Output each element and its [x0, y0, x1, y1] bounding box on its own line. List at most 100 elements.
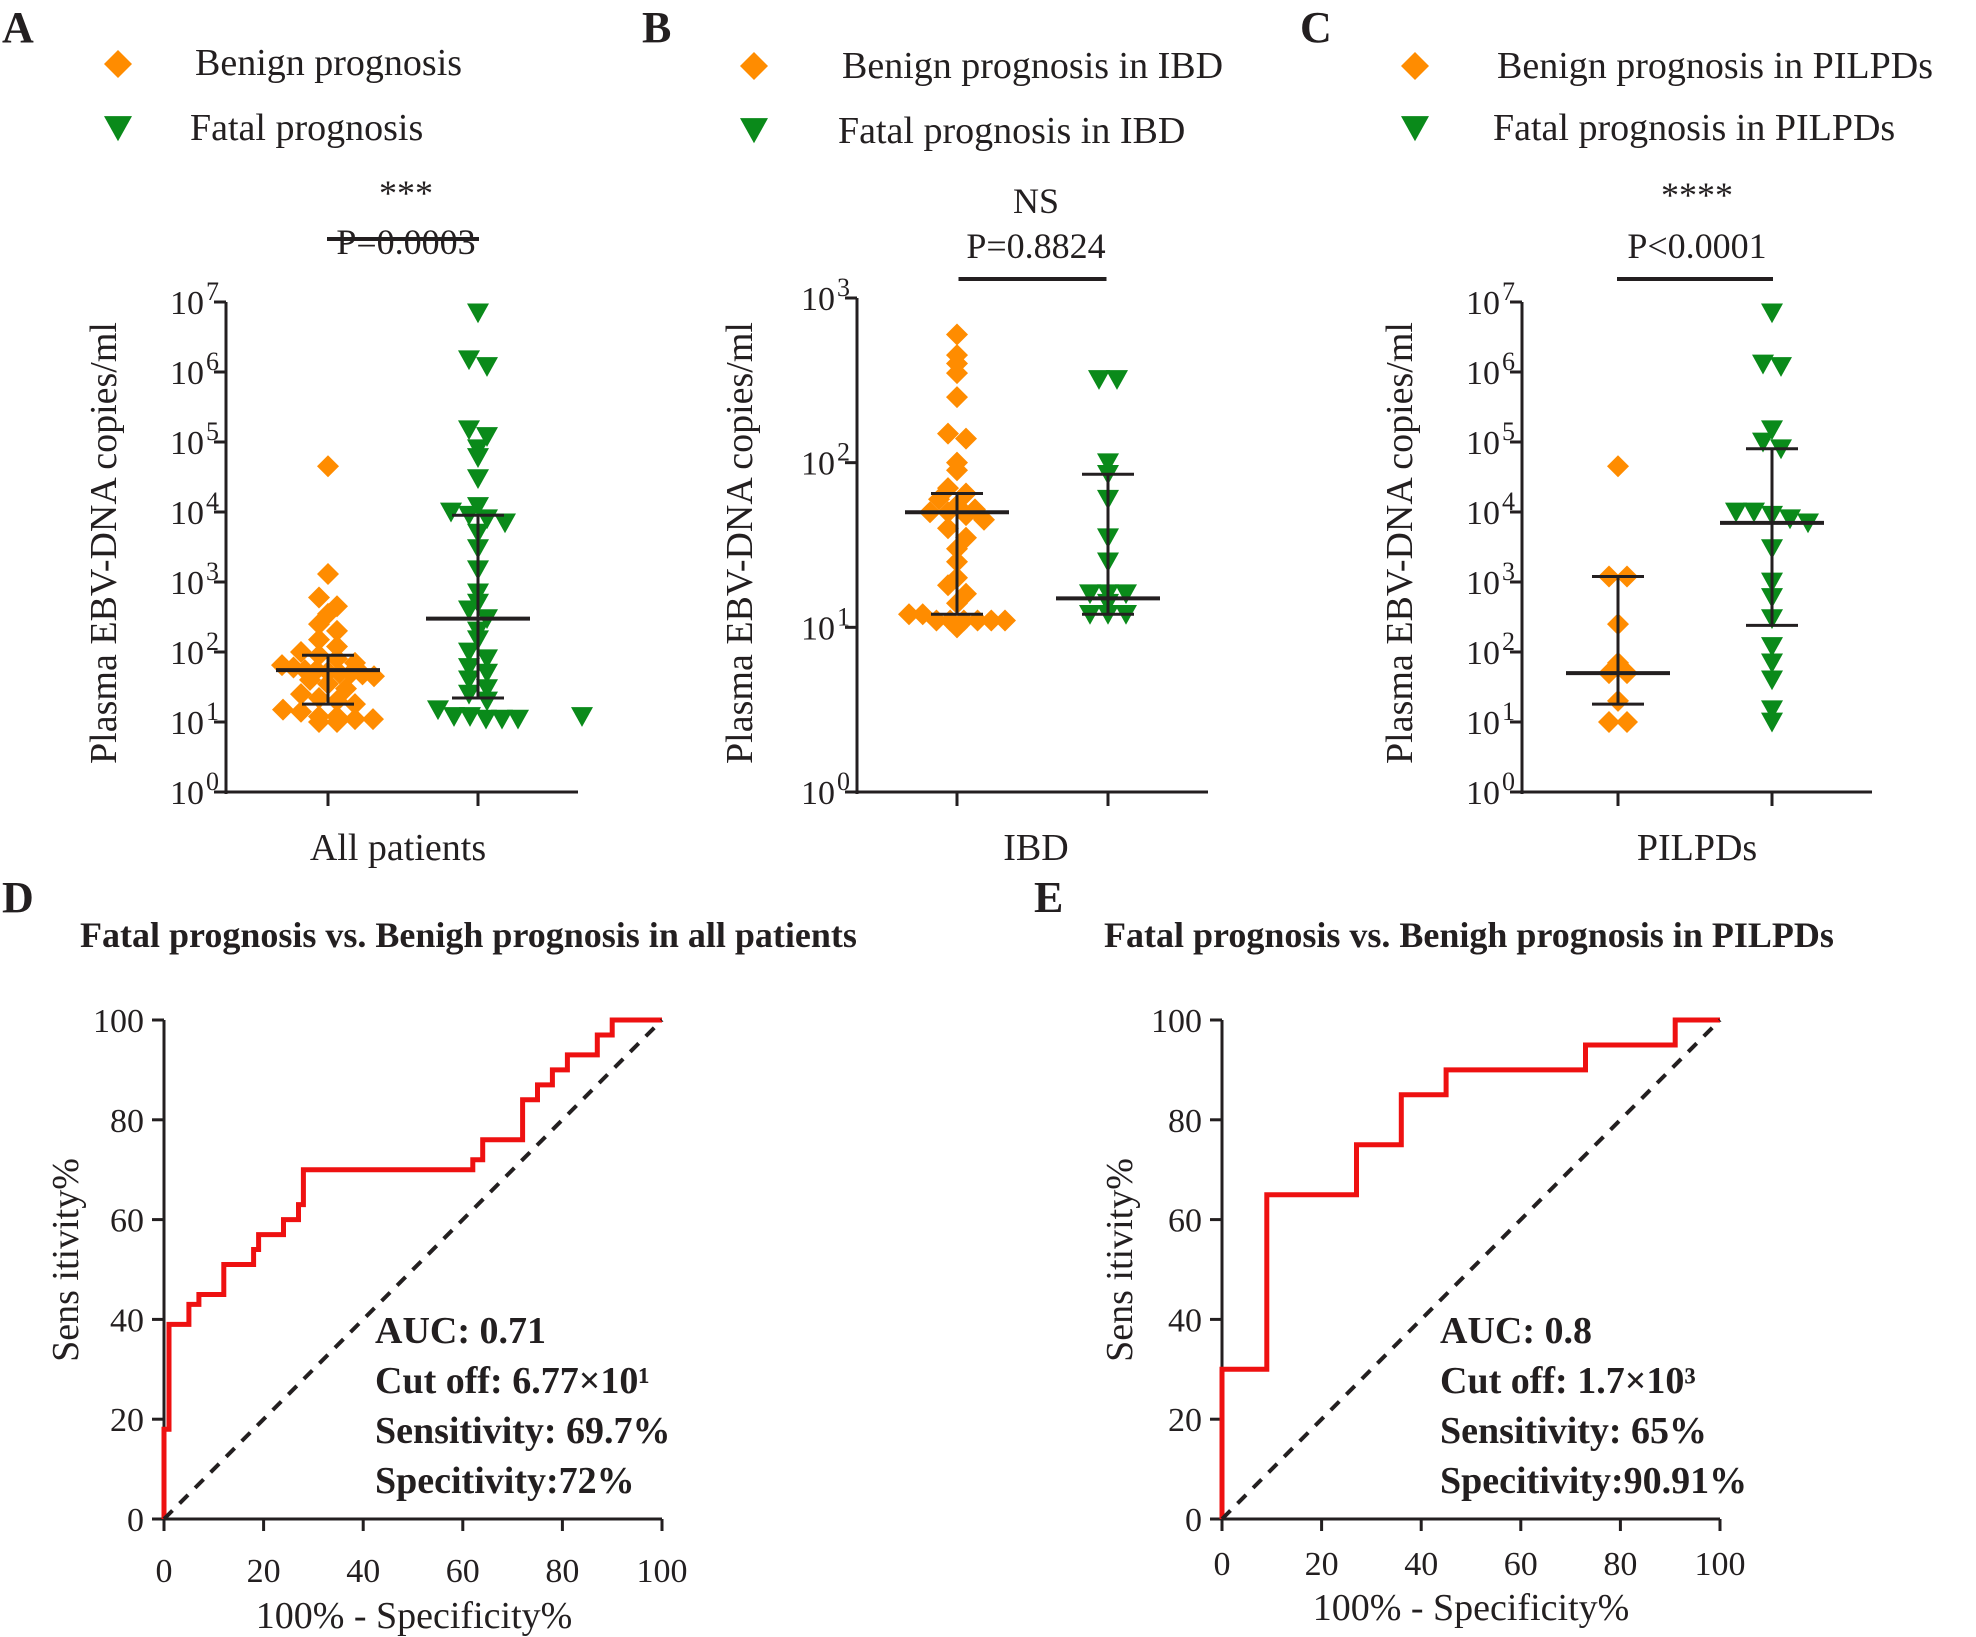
fatal-point	[1097, 453, 1119, 474]
significance-stars: ***	[379, 173, 433, 213]
y-tick-label: 20	[1168, 1402, 1202, 1439]
legend-benign-label: Benign prognosis in PILPDs	[1497, 45, 1933, 87]
fatal-point	[1761, 637, 1783, 657]
panel-d-letter: D	[2, 873, 34, 922]
benign-point	[898, 603, 920, 626]
benign-point	[937, 517, 959, 540]
y-tick-label: 100	[1151, 1003, 1202, 1040]
x-tick-label: 60	[1504, 1546, 1538, 1583]
y-tick-label: 10	[170, 285, 204, 322]
panel-b-scatter: B Benign prognosis in IBD Fatal prognosi…	[642, 3, 1223, 869]
significance-stars: ****	[1661, 175, 1733, 215]
fatal-point	[458, 642, 480, 663]
panel-d-roc: D Fatal prognosis vs. Benigh prognosis i…	[2, 873, 857, 1637]
fatal-point	[1079, 584, 1101, 605]
fatal-point	[458, 658, 480, 678]
x-axis-label: PILPDs	[1637, 827, 1757, 869]
fatal-point	[1725, 502, 1747, 523]
roc-curve	[1219, 1017, 1720, 1519]
benign-point	[980, 609, 1003, 632]
y-tick-label: 10	[170, 495, 204, 532]
benign-point	[937, 422, 959, 445]
y-tick-label: 10	[801, 775, 835, 812]
roc-curve	[161, 1017, 662, 1519]
benign-point	[994, 609, 1016, 632]
y-tick-exponent: 7	[1502, 277, 1515, 306]
legend-benign-marker	[104, 50, 132, 78]
auc-label: AUC: 0.71	[375, 1310, 546, 1352]
fatal-point	[1761, 670, 1783, 691]
legend-fatal-label: Fatal prognosis in IBD	[838, 110, 1185, 152]
fatal-point	[458, 420, 480, 441]
benign-point	[946, 616, 968, 639]
y-axis-label: Plasma EBV-DNA copies/ml	[1379, 322, 1421, 764]
fatal-point	[476, 663, 498, 684]
y-tick-label: 10	[170, 355, 204, 392]
fatal-point	[467, 303, 489, 324]
benign-point	[299, 668, 321, 691]
y-tick-label: 10	[170, 565, 204, 602]
x-tick-label: 0	[1214, 1546, 1231, 1583]
sensitivity-label: Sensitivity: 65%	[1440, 1410, 1707, 1452]
benign-point	[308, 711, 330, 733]
y-axis-label: Sens itivity%	[1099, 1158, 1141, 1362]
y-tick-label: 60	[110, 1203, 144, 1240]
benign-point	[290, 683, 312, 706]
x-tick-label: 80	[545, 1553, 579, 1590]
benign-point	[1616, 711, 1638, 733]
x-tick-label: 60	[446, 1553, 480, 1590]
fatal-point	[476, 427, 498, 447]
y-axis-label: Plasma EBV-DNA copies/ml	[83, 322, 125, 764]
x-tick-label: 40	[1404, 1546, 1438, 1583]
benign-point	[317, 563, 339, 586]
y-tick-label: 10	[1466, 775, 1500, 812]
roc-title: Fatal prognosis vs. Benigh prognosis in …	[80, 915, 857, 955]
y-axis-label: Sens itivity%	[45, 1158, 87, 1362]
legend-fatal-marker	[740, 118, 768, 144]
y-tick-exponent: 2	[1502, 627, 1515, 656]
fatal-point	[476, 691, 498, 712]
benign-point	[308, 628, 330, 651]
benign-point	[955, 504, 977, 527]
y-tick-exponent: 4	[1502, 487, 1515, 516]
benign-point	[937, 574, 959, 597]
y-tick-exponent: 0	[206, 767, 219, 796]
benign-point	[317, 455, 339, 478]
fatal-point	[443, 707, 465, 727]
benign-point	[272, 698, 294, 721]
reference-diagonal	[162, 1018, 664, 1521]
fatal-point	[458, 670, 480, 691]
benign-point	[290, 641, 312, 663]
benign-point	[946, 386, 968, 409]
x-tick-label: 100	[1695, 1546, 1746, 1583]
fatal-point	[1779, 509, 1801, 530]
p-value-label: P=0.8824	[966, 226, 1105, 266]
benign-point	[973, 508, 995, 531]
benign-point	[955, 427, 977, 450]
y-tick-exponent: 3	[1502, 557, 1515, 586]
benign-point	[946, 362, 968, 385]
y-tick-exponent: 6	[206, 347, 219, 376]
y-tick-exponent: 1	[1502, 697, 1515, 726]
benign-point	[1607, 455, 1629, 478]
legend-fatal-label: Fatal prognosis in PILPDs	[1493, 107, 1895, 149]
y-tick-exponent: 7	[206, 277, 219, 306]
panel-a-letter: A	[2, 3, 34, 52]
cutoff-label: Cut off: 1.7×10³	[1440, 1360, 1696, 1402]
cutoff-label: Cut off: 6.77×10¹	[375, 1360, 650, 1402]
legend-benign-label: Benign prognosis	[195, 42, 462, 84]
fatal-point	[1761, 712, 1783, 733]
y-tick-label: 10	[801, 446, 835, 483]
y-axis-label: Plasma EBV-DNA copies/ml	[719, 322, 761, 764]
roc-title: Fatal prognosis vs. Benigh prognosis in …	[1104, 915, 1834, 955]
sensitivity-label: Sensitivity: 69.7%	[375, 1410, 671, 1452]
fatal-point	[1761, 303, 1783, 324]
y-tick-label: 10	[1466, 635, 1500, 672]
y-tick-label: 0	[127, 1502, 144, 1539]
y-tick-exponent: 0	[837, 767, 850, 796]
y-tick-label: 10	[170, 425, 204, 462]
y-tick-exponent: 0	[1502, 767, 1515, 796]
fatal-point	[1761, 420, 1783, 441]
fatal-point	[1115, 584, 1137, 605]
y-tick-label: 40	[110, 1302, 144, 1339]
